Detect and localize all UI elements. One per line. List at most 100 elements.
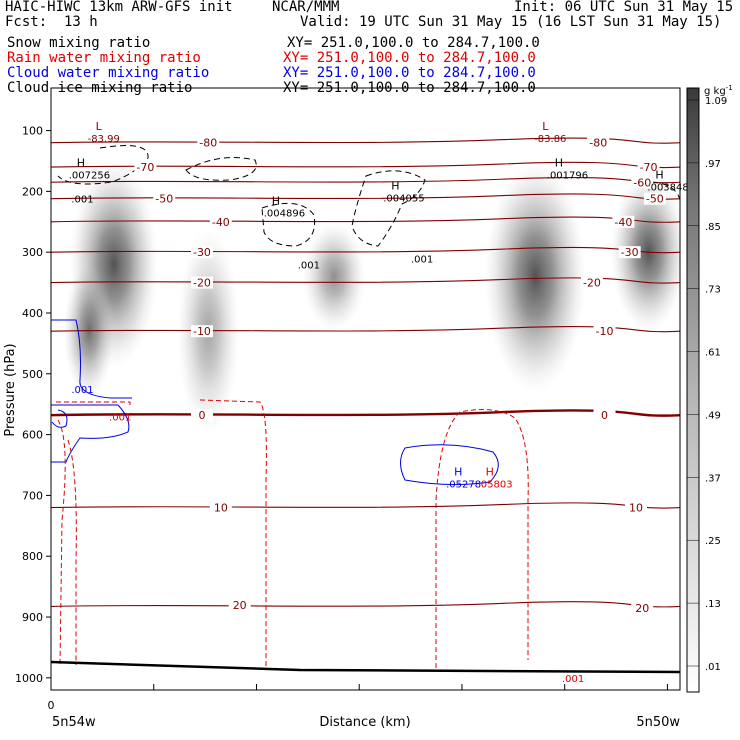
y-axis-label: Pressure (hPa): [3, 343, 18, 436]
extremum-value: .007256: [69, 170, 110, 181]
field-rain-name: Rain water mixing ratio: [7, 50, 201, 66]
isotherm-label-bg: [643, 192, 666, 205]
extremum-mark: L: [96, 120, 103, 133]
cloud-ice-contour: [185, 157, 257, 181]
center-label: NCAR/MMM: [272, 0, 340, 15]
isotherm-label-bg: [631, 601, 654, 614]
isotherm-label: -60: [633, 176, 651, 189]
isotherm--20: [51, 277, 680, 284]
contour-value-label: .001: [562, 674, 584, 685]
y-tick-label: 600: [22, 429, 43, 442]
contour-value-label: .001: [411, 254, 433, 265]
colorbar-level-label: 1.09: [705, 96, 727, 107]
init-time: Init: 06 UTC Sun 31 May 15: [514, 0, 734, 15]
isotherm-label: -50: [646, 193, 664, 206]
y-tick-label: 100: [22, 125, 43, 138]
isotherm-label: -80: [199, 137, 217, 150]
temperature-contours: [51, 137, 680, 608]
colorbar-level-label: .13: [705, 599, 721, 610]
y-tick-label: 400: [22, 307, 43, 320]
extremum-mark: H: [454, 465, 462, 478]
cloud-ice-contour: [57, 145, 149, 185]
x-axis-label: Distance (km): [319, 715, 410, 730]
y-tick-label: 200: [22, 185, 43, 198]
x-zero-label: 0: [48, 699, 55, 712]
valid-time: Valid: 19 UTC Sun 31 May 15 (16 LST Sun …: [300, 14, 722, 30]
isotherm-0: [51, 409, 680, 417]
extremum-value: -83.99: [88, 134, 120, 145]
extremum-value: .004055: [383, 193, 424, 204]
rain-contour: [199, 399, 267, 668]
cloud-ice-contour: [261, 202, 316, 247]
isotherm-label: 0: [601, 409, 608, 422]
isotherm-label-bg: [228, 598, 251, 611]
isotherm-label: -10: [193, 325, 211, 338]
model-title: HAIC-HIWC 13km ARW-GFS init: [5, 0, 233, 15]
isotherm-label-bg: [637, 161, 660, 174]
cloud-water-contour: [51, 404, 130, 463]
extremum-value: .05803: [478, 479, 513, 490]
x-axis-ticks: [50, 684, 668, 690]
isotherm-label: -30: [621, 246, 639, 259]
y-tick-label: 1000: [15, 672, 43, 685]
isotherm--40: [51, 216, 680, 223]
isotherm-label: -70: [640, 161, 658, 174]
colorbar-level-label: .25: [705, 536, 721, 547]
colorbar-level-label: .01: [705, 662, 721, 673]
isotherm--70: [51, 161, 680, 169]
isotherm-label: -50: [155, 193, 173, 206]
contour-value-label: .001: [71, 195, 93, 206]
isotherm-label-bg: [593, 325, 616, 338]
y-tick-label: 900: [22, 611, 43, 624]
rain-contour: [57, 419, 66, 666]
y-tick-label: 800: [22, 550, 43, 563]
fcst-label: Fcst:: [5, 14, 48, 30]
colorbar-labels: 1.09 .97 .85 .73 .61 .49 .37 .25 .13 .01: [687, 96, 727, 673]
field-snow-xy: XY= 251.0,100.0 to 284.7,100.0: [287, 35, 540, 51]
y-axis: 100 200 300 400 500 600 700 800 900 1000: [15, 125, 51, 685]
x-left-label: 5n54w: [52, 715, 96, 730]
isotherm-label: -70: [136, 161, 154, 174]
cloud-water-contour: [51, 319, 132, 399]
colorbar-level-label: .73: [705, 285, 721, 296]
cloud-ice-contour: [351, 170, 426, 247]
isotherm-label: 0: [198, 409, 205, 422]
cloud-water-contour: [51, 409, 68, 428]
colorbar-unit: g kg-1: [704, 84, 733, 97]
isotherm-label: -40: [614, 216, 632, 229]
rain-contour: [67, 439, 77, 665]
field-cloudwater-name: Cloud water mixing ratio: [7, 65, 210, 81]
isotherm-label-bg: [209, 501, 232, 514]
isotherm-label-bg: [209, 215, 232, 228]
isotherm-label-bg: [190, 409, 213, 422]
isotherm-label-bg: [631, 176, 654, 189]
rain-contour: [56, 401, 131, 405]
field-rain-xy: XY= 251.0,100.0 to 284.7,100.0: [283, 50, 536, 66]
extremum-mark: H: [272, 195, 280, 208]
y-tick-label: 700: [22, 489, 43, 502]
field-cloudwater-xy: XY= 251.0,100.0 to 284.7,100.0: [283, 65, 536, 81]
colorbar-level-label: .97: [705, 159, 721, 170]
isotherm-label: -40: [212, 216, 230, 229]
isotherm-label: 20: [635, 602, 649, 615]
field-snow-name: Snow mixing ratio: [7, 35, 151, 51]
isotherm-label-bg: [190, 246, 213, 259]
isotherm-label-bg: [624, 501, 647, 514]
contour-value-label: .001: [109, 412, 131, 423]
isotherm-label-bg: [134, 161, 157, 174]
surface-line: [50, 660, 681, 674]
extremum-value: -83.86: [534, 134, 566, 145]
isotherm-10: [51, 502, 680, 509]
extremum-mark: H: [77, 156, 85, 169]
isotherm-label-bg: [587, 136, 610, 149]
isotherm-label: 10: [214, 502, 228, 515]
extremum-value: .05278: [446, 479, 481, 490]
extremum-value: .003848: [647, 183, 688, 194]
isotherm--10: [51, 325, 680, 333]
cloud-ice-contour: [651, 181, 680, 201]
extremum-mark: H: [655, 169, 663, 182]
colorbar-level-label: .61: [705, 348, 721, 359]
contour-value-label: .001: [298, 260, 320, 271]
